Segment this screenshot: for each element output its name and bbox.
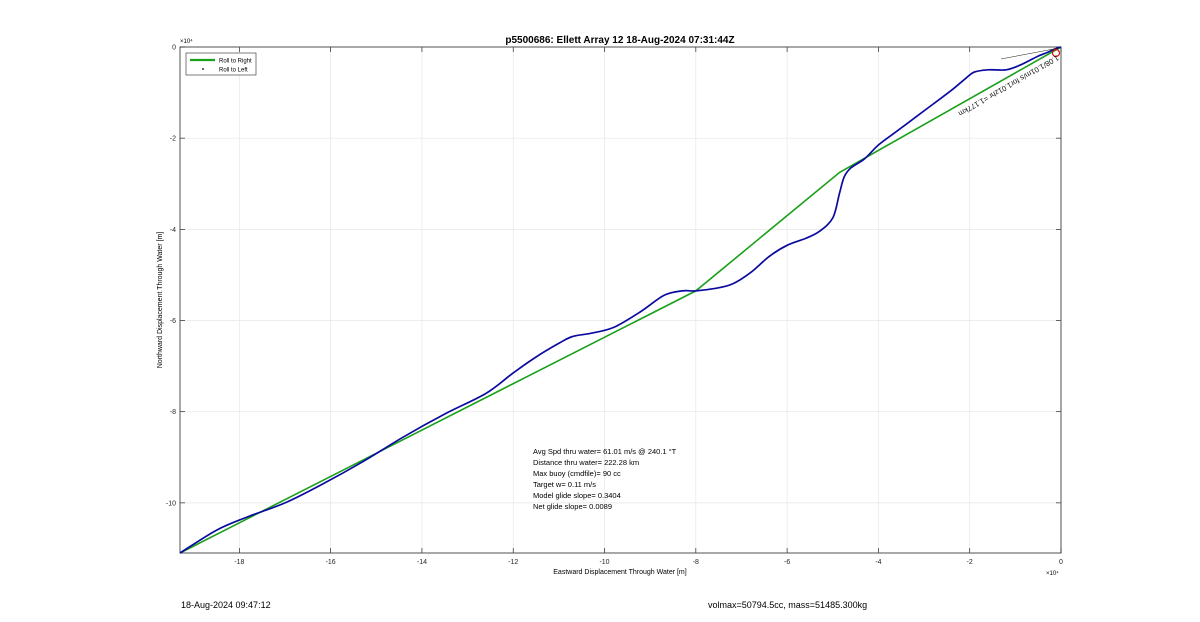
y-axis-label: Northward Displacement Through Water [m]	[157, 232, 164, 369]
stats-line: Distance thru water= 222.28 km	[533, 458, 639, 467]
x-axis-label: Eastward Displacement Through Water [m]	[553, 569, 686, 576]
x-tick-label: -10	[599, 559, 609, 566]
x-tick-label: -18	[234, 559, 244, 566]
y-tick-label: -2	[170, 136, 176, 143]
footer-mass-info: volmax=50794.5cc, mass=51485.300kg	[708, 600, 868, 610]
series-line-0	[179, 46, 1062, 554]
x-tick-label: -8	[693, 559, 699, 566]
stats-line: Net glide slope= 0.0089	[533, 502, 612, 511]
x-tick-label: -12	[508, 559, 518, 566]
legend-roll-right-label: Roll to Right	[219, 59, 252, 65]
end-marker-circle	[1051, 48, 1061, 58]
y-tick-label: -8	[170, 409, 176, 416]
stats-block: Avg Spd thru water= 61.01 m/s @ 240.1 °T…	[533, 447, 677, 511]
chart-title: p5500686: Ellett Array 12 18-Aug-2024 07…	[505, 35, 734, 46]
plot-area: -18 -16 -14 -12 -10 -8 -6 -4 -2 0-10-8-6-4-20 1.0…	[166, 45, 1063, 567]
series-line-1	[179, 46, 1062, 554]
stats-line: Avg Spd thru water= 61.01 m/s @ 240.1 °T	[533, 447, 677, 456]
plot-frame	[179, 46, 1062, 554]
legend-roll-left-label: Roll to Left	[219, 68, 248, 74]
y-exponent-label: ×10⁴	[180, 38, 193, 45]
y-tick-label: -4	[170, 227, 176, 234]
y-tick-label: 0	[172, 45, 176, 52]
x-tick-label: 0	[1059, 559, 1063, 566]
y-tick-label: -6	[170, 318, 176, 325]
x-tick-label: -14	[417, 559, 427, 566]
grid	[180, 47, 1061, 553]
legend-roll-left-swatch	[202, 68, 204, 70]
x-tick-label: -6	[784, 559, 790, 566]
ticks: -18 -16 -14 -12 -10 -8 -6 -4 -2 0 -10 -8 -6 -4 -2 0	[166, 45, 1063, 567]
x-tick-label: -4	[875, 559, 881, 566]
footer-timestamp: 18-Aug-2024 09:47:12	[181, 600, 271, 610]
series-layer	[179, 46, 1062, 554]
stats-line: Max buoy (cmdfile)= 90 cc	[533, 469, 621, 478]
x-exponent-label: ×10⁴	[1046, 570, 1059, 577]
x-tick-label: -16	[326, 559, 336, 566]
y-tick-label: -10	[166, 500, 176, 507]
legend: Roll to Right Roll to Left	[185, 52, 257, 76]
current-arrow	[1000, 47, 1060, 60]
stats-line: Model glide slope= 0.3404	[533, 491, 621, 500]
stats-line: Target w= 0.11 m/s	[533, 480, 596, 489]
x-tick-label: -2	[967, 559, 973, 566]
